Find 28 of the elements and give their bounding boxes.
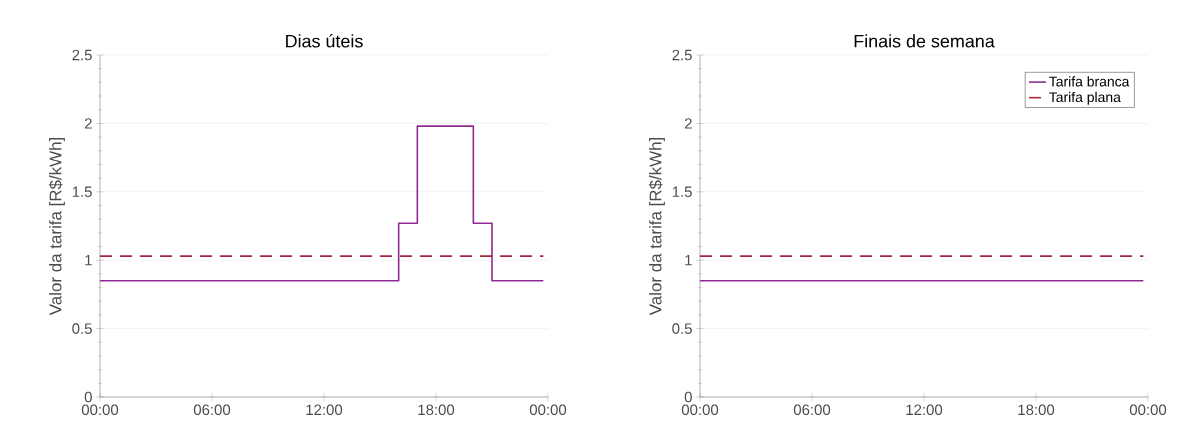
chart-title: Dias úteis bbox=[286, 34, 363, 48]
y-tick-label: 0.5 bbox=[672, 323, 692, 334]
y-tick-label: 0 bbox=[684, 391, 692, 403]
chart-title: Finais de semana bbox=[854, 34, 995, 48]
y-tick-label: 2 bbox=[684, 118, 692, 129]
y-axis-title: Valor da tarifa [R$/kWh] bbox=[48, 137, 65, 316]
legend-label: Tarifa plana bbox=[1049, 91, 1121, 105]
y-tick-label: 1 bbox=[85, 255, 92, 266]
y-tick-label: 1 bbox=[685, 255, 692, 266]
x-tick-label: 00:00 bbox=[81, 404, 119, 416]
x-tick-label: 00:00 bbox=[529, 404, 567, 416]
x-tick-label: 06:00 bbox=[193, 404, 231, 416]
y-tick-label: 0.5 bbox=[72, 323, 92, 334]
x-tick-label: 00:00 bbox=[1129, 404, 1167, 416]
x-tick-label: 12:00 bbox=[306, 404, 343, 416]
y-axis-title: Valor da tarifa [R$/kWh] bbox=[648, 137, 665, 316]
y-tick-label: 1.5 bbox=[672, 186, 692, 198]
y-tick-label: 0 bbox=[84, 391, 92, 403]
x-tick-label: 18:00 bbox=[418, 404, 455, 416]
y-tick-label: 1.5 bbox=[72, 186, 92, 198]
x-tick-label: 06:00 bbox=[793, 404, 831, 416]
legend-label: Tarifa branca bbox=[1049, 76, 1130, 87]
y-tick-label: 2 bbox=[84, 118, 92, 129]
x-tick-label: 00:00 bbox=[681, 404, 719, 416]
y-tick-label: 2.5 bbox=[72, 49, 92, 61]
x-tick-label: 12:00 bbox=[906, 404, 943, 416]
y-tick-label: 2.5 bbox=[672, 49, 692, 61]
x-tick-label: 18:00 bbox=[1018, 404, 1055, 416]
